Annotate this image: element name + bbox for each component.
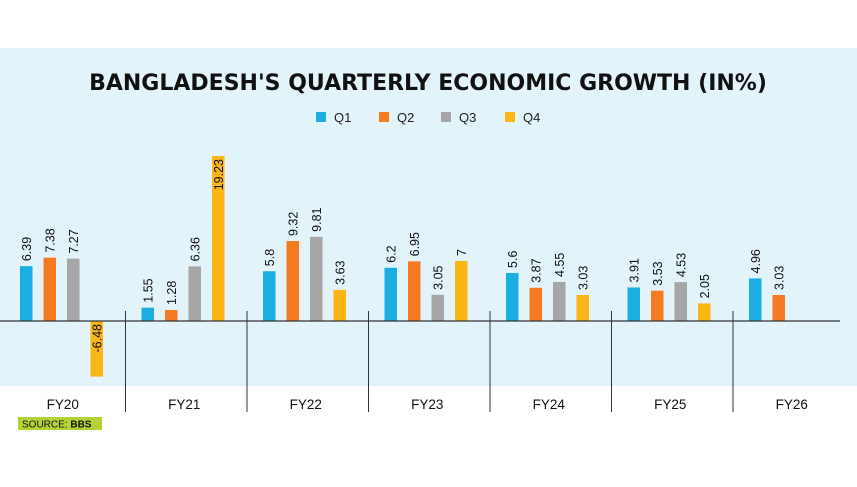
value-label-fy20-q3: 7.27 — [67, 229, 81, 253]
value-label-fy26-q1: 4.96 — [749, 249, 763, 273]
legend-swatch-q2 — [379, 112, 389, 122]
value-label-fy23-q4: 7 — [455, 249, 469, 256]
value-label-fy26-q2: 3.03 — [772, 266, 786, 290]
source-name: BBS — [70, 420, 91, 431]
category-label-fy20: FY20 — [47, 397, 79, 412]
bar-fy25-q4 — [698, 303, 711, 321]
bar-fy20-q1 — [20, 266, 33, 321]
bar-fy20-q2 — [43, 257, 56, 321]
legend: Q1 Q2 Q3 Q4 — [316, 110, 540, 125]
value-label-fy25-q3: 4.53 — [674, 253, 688, 277]
value-label-fy20-q2: 7.38 — [43, 228, 57, 252]
bar-fy22-q4 — [333, 289, 346, 321]
bar-fy25-q3 — [674, 282, 687, 321]
bar-fy20-q3 — [67, 258, 80, 321]
value-label-fy22-q2: 9.32 — [286, 212, 300, 236]
bar-fy26-q1 — [749, 278, 762, 321]
category-label-fy24: FY24 — [533, 397, 566, 412]
source-text: SOURCE: BBS — [22, 420, 92, 431]
value-label-fy25-q1: 3.91 — [627, 258, 641, 282]
bar-fy22-q2 — [286, 241, 299, 321]
bar-fy24-q4 — [576, 295, 589, 321]
category-label-fy21: FY21 — [168, 397, 200, 412]
legend-swatch-q1 — [316, 112, 326, 122]
legend-swatch-q4 — [505, 112, 515, 122]
value-label-fy23-q1: 6.2 — [384, 245, 398, 262]
bar-fy25-q2 — [651, 290, 664, 321]
value-label-fy20-q4: -6.48 — [90, 324, 104, 353]
value-labels-group: 6.39 7.38 7.27 -6.48 1.55 1.28 6.36 19.23 5.8 9.3… — [20, 159, 787, 353]
value-label-fy24-q1: 5.6 — [506, 251, 520, 268]
legend-label-q2: Q2 — [397, 110, 414, 125]
bar-fy21-q1 — [141, 307, 154, 321]
source-badge: SOURCE: BBS — [18, 417, 102, 431]
bar-fy22-q3 — [310, 236, 323, 321]
bar-fy21-q4 — [212, 156, 225, 321]
value-label-fy21-q3: 6.36 — [188, 237, 202, 261]
legend-label-q1: Q1 — [334, 110, 351, 125]
value-label-fy21-q2: 1.28 — [165, 281, 179, 305]
value-label-fy24-q4: 3.03 — [576, 266, 590, 290]
category-label-fy26: FY26 — [776, 397, 808, 412]
bar-fy23-q2 — [408, 261, 421, 321]
bar-fy25-q1 — [627, 287, 640, 321]
legend-label-q4: Q4 — [523, 110, 540, 125]
legend-swatch-q3 — [441, 112, 451, 122]
source-badge-bg — [18, 417, 102, 430]
bar-fy20-q4 — [90, 321, 103, 377]
value-label-fy24-q3: 4.55 — [553, 253, 567, 277]
value-label-fy25-q2: 3.53 — [651, 261, 665, 285]
bar-fy24-q3 — [553, 281, 566, 321]
value-label-fy24-q2: 3.87 — [529, 258, 543, 282]
chart-title: BANGLADESH'S QUARTERLY ECONOMIC GROWTH (… — [89, 71, 767, 96]
category-label-fy23: FY23 — [411, 397, 443, 412]
value-label-fy22-q1: 5.8 — [263, 249, 277, 266]
bar-fy21-q3 — [188, 266, 201, 321]
category-label-fy25: FY25 — [654, 397, 686, 412]
bar-fy24-q2 — [529, 287, 542, 321]
category-axis: FY20 FY21 FY22 FY23 FY24 FY25 FY26 — [47, 311, 808, 412]
category-label-fy22: FY22 — [290, 397, 322, 412]
value-label-fy25-q4: 2.05 — [698, 274, 712, 298]
value-label-fy21-q1: 1.55 — [141, 278, 155, 302]
value-label-fy22-q4: 3.63 — [333, 260, 347, 284]
legend-label-q3: Q3 — [459, 110, 476, 125]
bar-fy21-q2 — [165, 310, 178, 321]
bar-fy24-q1 — [506, 272, 519, 321]
chart-panel — [0, 48, 857, 386]
value-label-fy20-q1: 6.39 — [20, 237, 34, 261]
bar-fy22-q1 — [263, 271, 276, 321]
source-label: SOURCE: — [22, 420, 68, 431]
value-label-fy22-q3: 9.81 — [310, 207, 324, 231]
value-label-fy23-q2: 6.95 — [408, 232, 422, 256]
value-label-fy21-q4: 19.23 — [212, 159, 226, 190]
bar-fy23-q4 — [455, 260, 468, 321]
bars-group — [20, 156, 785, 377]
bar-fy23-q3 — [431, 294, 444, 321]
bar-fy26-q2 — [772, 295, 785, 321]
bar-fy23-q1 — [384, 267, 397, 321]
value-label-fy23-q3: 3.05 — [431, 265, 445, 289]
